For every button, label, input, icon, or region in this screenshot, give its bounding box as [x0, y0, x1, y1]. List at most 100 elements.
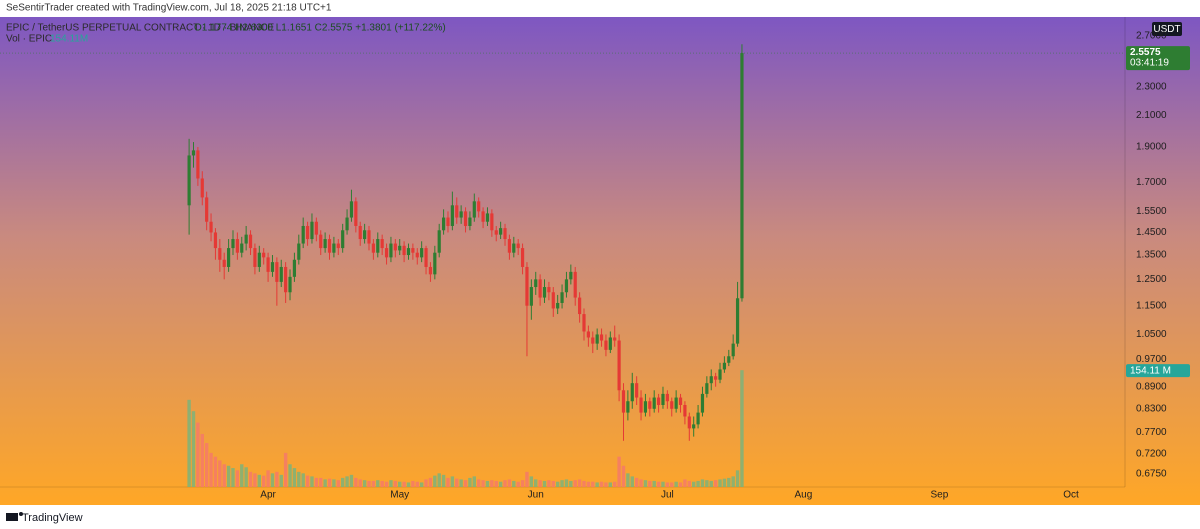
volume-bar [604, 482, 608, 487]
volume-bar [512, 480, 516, 487]
candle-body [222, 259, 226, 267]
volume-axis-badge [1126, 364, 1190, 378]
volume-bar [661, 481, 665, 487]
volume-bar [740, 370, 744, 487]
volume-bar [472, 476, 477, 487]
symbol: EPIC / TetherUS PERPETUAL CONTRACT · 1D … [6, 23, 275, 34]
volume-bar [529, 476, 534, 487]
candle-body [674, 397, 678, 409]
last-price-badge [1126, 46, 1190, 71]
volume-bar [735, 470, 740, 487]
candle-body [578, 297, 582, 315]
volume-bar [648, 480, 652, 487]
candle-body [696, 412, 700, 425]
candle-body [332, 243, 336, 253]
volume-bar [696, 480, 700, 487]
candle-body [591, 337, 595, 344]
volume-bar [393, 480, 398, 487]
volume-bar [437, 473, 441, 487]
volume-legend-value: 154.11M [50, 34, 88, 45]
candle-body [297, 243, 301, 260]
volume-bar [319, 477, 323, 487]
volume-bar [670, 482, 674, 487]
volume-bar [336, 480, 340, 487]
candle-body [314, 221, 318, 235]
y-tick-label: 1.4500 [1136, 227, 1167, 238]
candle-body [700, 393, 705, 413]
volume-bar [428, 477, 433, 487]
y-tick-label: 2.7000 [1136, 31, 1167, 42]
volume-bar [564, 479, 569, 487]
candle-body [310, 221, 314, 240]
x-tick-label: Jun [528, 490, 544, 501]
candle-body [630, 383, 634, 402]
candle-body [411, 248, 415, 253]
volume-bar [455, 478, 459, 487]
volume-bar [305, 475, 310, 487]
y-tick-label: 1.0500 [1136, 329, 1167, 340]
volume-bar [248, 471, 253, 487]
candle-body [262, 252, 266, 258]
candle-body [226, 248, 231, 267]
volume-bar [731, 476, 735, 487]
y-tick-label: 1.2500 [1136, 274, 1167, 285]
volume-bar [411, 480, 415, 487]
countdown-label: 03:41:19 [1130, 58, 1169, 69]
candle-body [472, 201, 476, 218]
candle-body [547, 287, 551, 293]
volume-bar [358, 479, 362, 487]
volume-bar [626, 473, 630, 487]
x-tick-label: Apr [260, 490, 276, 501]
candle-body [656, 397, 661, 405]
candle-body [424, 248, 428, 267]
volume-bar [608, 482, 613, 487]
volume-bar [555, 481, 560, 487]
candle-body [604, 340, 608, 350]
volume-bar [621, 465, 626, 487]
y-tick-label: 1.9000 [1136, 142, 1167, 153]
candle-body [389, 243, 393, 258]
candle-body [402, 245, 406, 256]
volume-bar [709, 480, 713, 487]
candle-body [665, 393, 669, 402]
candle-body [477, 201, 481, 212]
volume-bar [191, 411, 196, 487]
volume-bar [257, 474, 262, 487]
volume-bar [362, 480, 367, 487]
candle-body [288, 276, 292, 293]
volume-bar [617, 456, 621, 487]
volume-bar [538, 480, 542, 487]
candle-body [367, 230, 371, 244]
volume-bar [446, 477, 450, 487]
candle-body [569, 271, 573, 280]
volume-bar [450, 476, 455, 487]
volume-bar [468, 477, 472, 487]
watermark: SeSentirTrader created with TradingView.… [6, 3, 332, 14]
volume-bar [591, 481, 595, 487]
candle-body [613, 337, 617, 341]
volume-bar [419, 482, 424, 487]
volume-bar [235, 470, 240, 487]
last-price-label: 2.5575 [1130, 47, 1161, 58]
volume-bars [187, 370, 744, 487]
candle-body [529, 287, 533, 306]
x-tick-label: Sep [931, 490, 949, 501]
candle-body [481, 211, 485, 222]
candle-body [305, 225, 310, 240]
candle-body [534, 279, 538, 288]
volume-bar [595, 482, 599, 487]
candle-body [490, 213, 494, 231]
volume-bar [275, 471, 279, 487]
volume-bar [310, 476, 314, 487]
ohlc-legend: O1.1774 H2.6300 L1.1651 C2.5575 +1.3801 … [194, 23, 446, 34]
y-tick-label: 0.7700 [1136, 427, 1167, 438]
candle-body [573, 271, 577, 298]
volume-bar [240, 464, 244, 487]
y-tick-label: 1.3500 [1136, 250, 1167, 261]
x-tick-label: Jul [661, 490, 674, 501]
volume-bar [490, 480, 494, 487]
candle-body [218, 248, 222, 260]
candle-body [463, 211, 468, 226]
volume-bar [270, 473, 275, 487]
